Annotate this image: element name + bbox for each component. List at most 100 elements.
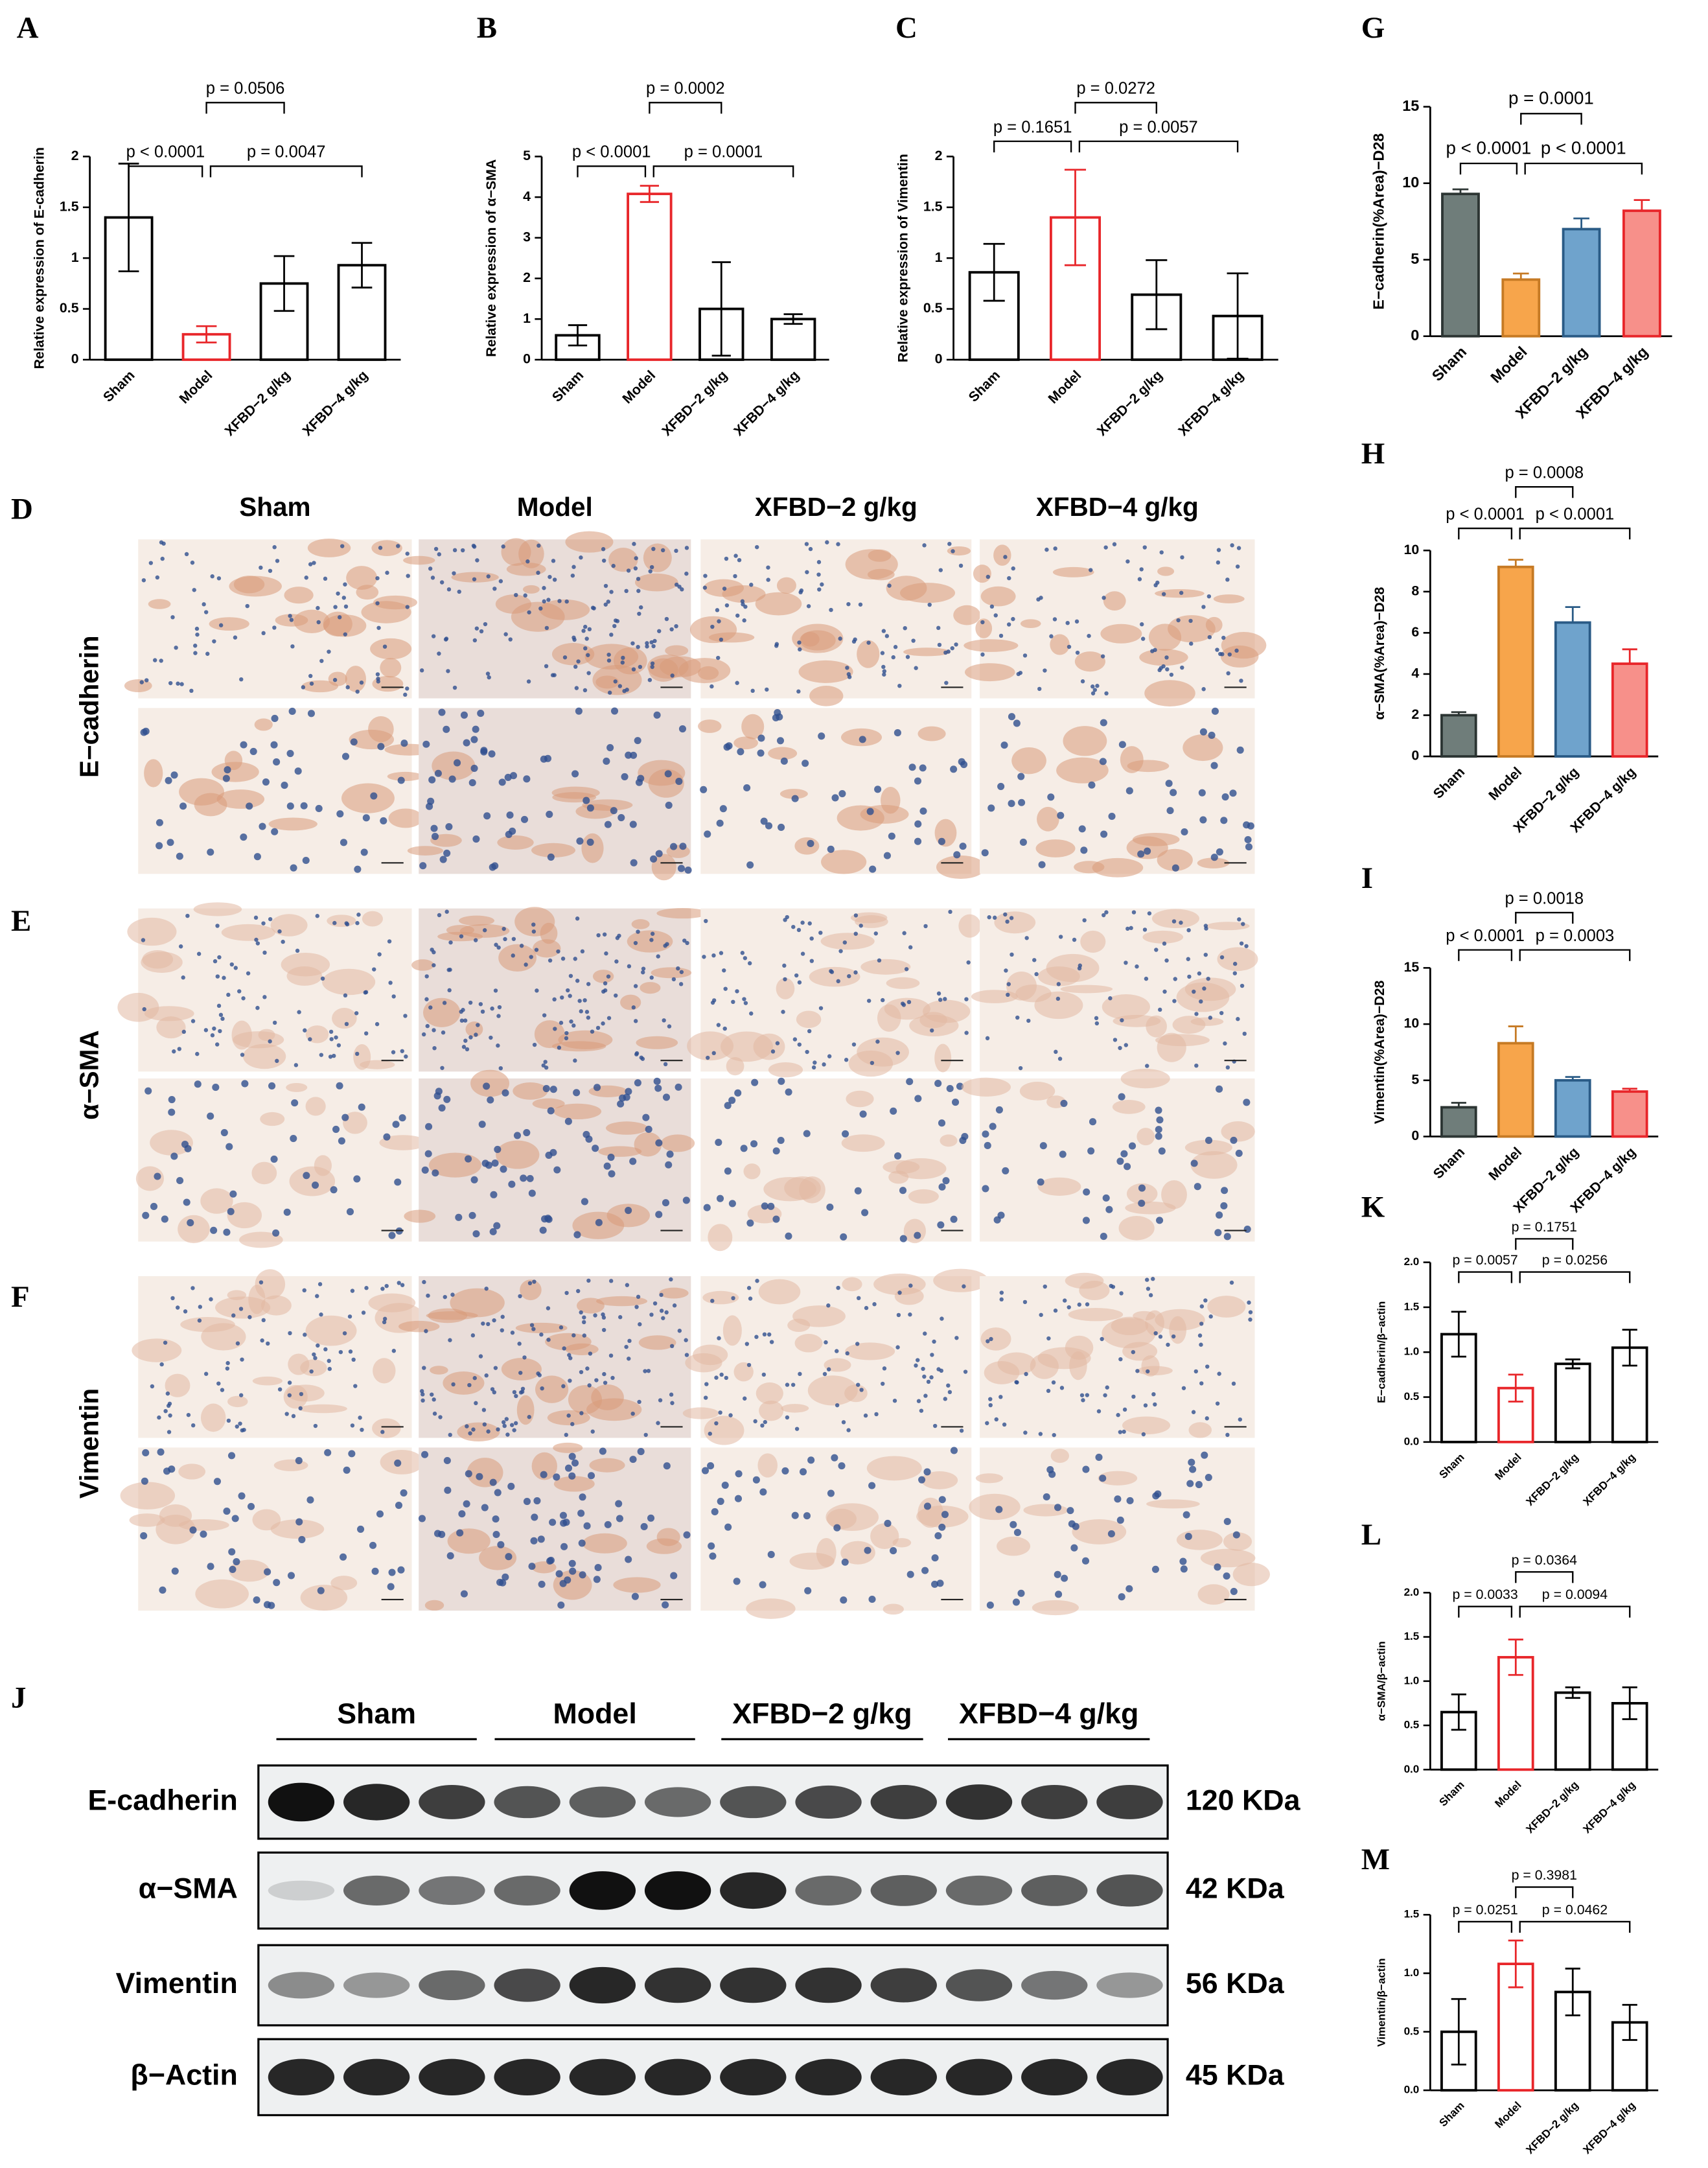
tissue-stroma	[643, 543, 672, 572]
nucleus	[1220, 817, 1228, 824]
nucleus	[722, 1026, 727, 1031]
nucleus	[714, 1421, 719, 1426]
nucleus	[989, 1336, 993, 1342]
nucleus	[523, 1498, 531, 1506]
nucleus	[336, 810, 344, 818]
nucleus	[329, 1029, 334, 1034]
nucleus	[380, 1430, 385, 1434]
nucleus	[964, 997, 969, 1001]
nucleus	[433, 1092, 441, 1100]
nucleus	[1232, 971, 1238, 975]
nucleus	[1057, 1056, 1063, 1061]
nucleus	[281, 782, 288, 789]
y-tick-label: 10	[1404, 1016, 1420, 1031]
nucleus	[1104, 910, 1109, 915]
tissue-stroma	[470, 1069, 510, 1097]
nucleus	[501, 544, 505, 549]
nucleus	[836, 979, 840, 984]
nucleus	[546, 810, 553, 818]
nucleus	[987, 915, 991, 920]
nucleus	[166, 1403, 171, 1408]
nucleus	[842, 1130, 849, 1137]
tissue-stroma	[665, 645, 689, 657]
nucleus	[818, 1006, 824, 1010]
nucleus	[564, 1464, 573, 1472]
nucleus	[817, 587, 822, 592]
nucleus	[340, 544, 345, 548]
nucleus	[880, 651, 885, 655]
nucleus	[1208, 1016, 1213, 1020]
nucleus	[718, 1410, 722, 1415]
nucleus	[989, 1123, 997, 1130]
nucleus	[1143, 1403, 1148, 1408]
row-label: α−SMA	[74, 1030, 104, 1120]
nucleus	[899, 1235, 907, 1242]
nucleus	[231, 1515, 239, 1522]
nucleus	[184, 1145, 192, 1152]
comparison-bracket	[1458, 1271, 1513, 1283]
nucleus	[266, 1341, 270, 1346]
nucleus	[375, 576, 380, 581]
nucleus	[722, 968, 726, 973]
nucleus	[1155, 1106, 1162, 1114]
nucleus	[614, 959, 619, 964]
tissue-stroma	[356, 585, 379, 600]
nucleus	[260, 1338, 264, 1343]
nucleus	[388, 1568, 396, 1576]
comparison-bracket	[205, 102, 285, 114]
nucleus	[601, 1327, 606, 1333]
bar	[1562, 227, 1601, 338]
nucleus	[615, 1500, 623, 1508]
nucleus	[906, 1078, 914, 1086]
nucleus	[710, 684, 714, 689]
nucleus	[343, 582, 347, 587]
panel-label: B	[477, 11, 497, 45]
tissue-stroma	[591, 1384, 624, 1410]
nucleus	[816, 560, 822, 565]
nucleus	[478, 1121, 486, 1128]
tissue-stroma	[1037, 806, 1059, 832]
nucleus	[604, 1521, 612, 1528]
nucleus	[845, 666, 849, 670]
nucleus	[564, 1576, 571, 1584]
y-tick-label: 1.0	[1404, 1346, 1420, 1358]
nucleus	[1232, 961, 1238, 966]
tissue-stroma	[975, 618, 993, 638]
nucleus	[496, 1427, 500, 1432]
nucleus	[874, 1412, 879, 1417]
nucleus	[859, 1110, 867, 1118]
nucleus	[544, 1066, 549, 1070]
tissue-stroma	[1126, 1183, 1158, 1204]
nucleus	[588, 1351, 593, 1356]
nucleus	[218, 1012, 224, 1018]
nucleus	[632, 542, 636, 546]
nucleus	[1158, 1007, 1162, 1012]
nucleus	[238, 1421, 242, 1426]
nucleus	[884, 634, 890, 638]
nucleus	[936, 1367, 941, 1371]
nucleus	[286, 750, 294, 758]
comparison-bracket	[209, 165, 363, 178]
nucleus	[421, 1398, 425, 1403]
nucleus	[456, 1529, 464, 1537]
column-header: XFBD−2 g/kg	[755, 492, 917, 522]
tissue-stroma	[638, 1335, 676, 1350]
nucleus	[168, 1465, 176, 1473]
nucleus	[544, 625, 549, 631]
nucleus	[359, 681, 364, 685]
nucleus	[895, 1051, 900, 1055]
nucleus	[235, 1424, 239, 1429]
nucleus	[717, 1497, 724, 1505]
blot-band	[419, 2058, 485, 2095]
y-tick-label: 0	[935, 351, 943, 367]
nucleus	[382, 1316, 387, 1322]
nucleus	[1135, 964, 1139, 969]
nucleus	[772, 1215, 780, 1223]
nucleus	[866, 998, 871, 1003]
tissue-stroma	[733, 736, 758, 750]
nucleus	[327, 649, 331, 654]
nucleus	[864, 1546, 871, 1554]
nucleus	[586, 1278, 591, 1283]
nucleus	[1051, 1380, 1056, 1385]
nucleus	[176, 852, 183, 860]
